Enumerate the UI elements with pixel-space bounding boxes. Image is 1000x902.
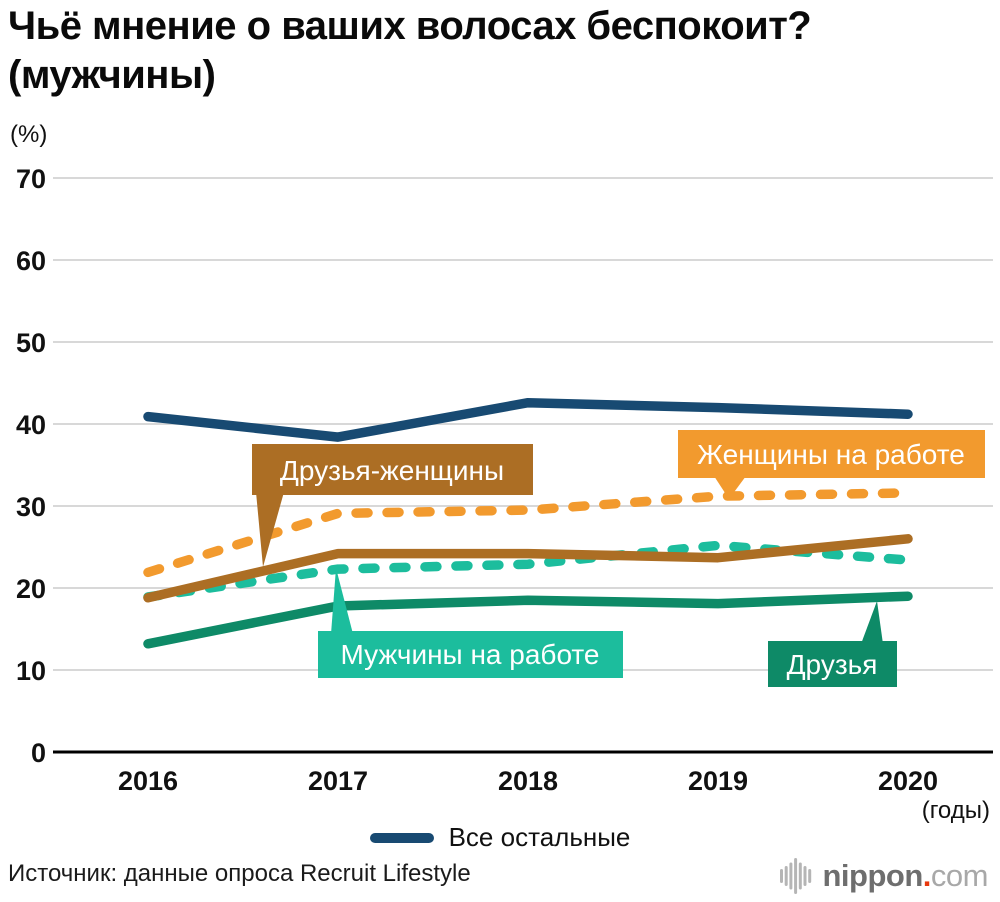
x-tick-2019: 2019 [688,766,748,796]
callout-pointer [861,601,883,644]
x-tick-2016: 2016 [118,766,178,796]
callout-muzhchiny-na-rabote: Мужчины на работе [318,568,623,678]
logo-wordmark: nippon.com [823,858,989,894]
x-tick-2018: 2018 [498,766,558,796]
callout-label: Друзья [787,649,878,680]
logo-dot: . [922,858,932,893]
page-title-line2: (мужчины) [8,52,216,97]
x-axis-unit-label: (годы) [922,797,990,824]
y-tick-40: 40 [16,410,46,440]
callout-label: Мужчины на работе [341,639,600,670]
callout-box [318,631,623,678]
series-line-Друзья [143,591,913,649]
y-tick-60: 60 [16,246,46,276]
series-line-Друзья-женщины [143,534,913,603]
callout-pointer [714,476,746,499]
soundwave-icon [779,858,811,894]
logo-nippon-text: nippon [822,858,924,893]
callout-druzya-zhenshchiny: Друзья-женщины [252,444,533,567]
callout-box [252,444,533,495]
callout-pointer [331,568,353,634]
y-tick-30: 30 [16,492,46,522]
series-line-Все остальные [143,397,913,442]
legend-swatch-bar [369,832,434,843]
callout-zhenshchiny-na-rabote: Женщины на работе [678,430,985,499]
page-title: Чьё мнение о ваших волосах беспокоит? (м… [8,2,988,100]
legend-label: Все остальные [448,822,631,852]
x-axis-ticks: 2016 2017 2018 2019 2020 [118,766,938,796]
callout-druzya: Друзья [768,601,897,687]
callout-label: Женщины на работе [697,439,965,470]
legend-line-swatch [369,832,434,843]
y-tick-0: 0 [31,738,46,768]
chart-legend: Все остальные [0,822,1000,853]
callout-box [678,430,985,478]
y-axis-ticks: 70 60 50 40 30 20 10 0 [16,164,46,768]
y-tick-10: 10 [16,656,46,686]
x-tick-2020: 2020 [878,766,938,796]
y-axis-unit-label: (%) [10,121,47,148]
source-note: Источник: данные опроса Recruit Lifestyl… [8,860,471,887]
callout-box [768,641,897,687]
y-tick-20: 20 [16,574,46,604]
callout-label: Друзья-женщины [280,455,504,486]
series-layer [143,397,913,649]
page-title-line1: Чьё мнение о ваших волосах беспокоит? [8,4,812,48]
x-tick-2017: 2017 [308,766,368,796]
callout-pointer [256,492,284,567]
logo-com-text: com [930,858,989,893]
y-tick-70: 70 [16,164,46,194]
series-line-Женщины на работе [143,488,913,578]
y-tick-50: 50 [16,328,46,358]
nippon-logo: nippon.com [779,856,989,896]
